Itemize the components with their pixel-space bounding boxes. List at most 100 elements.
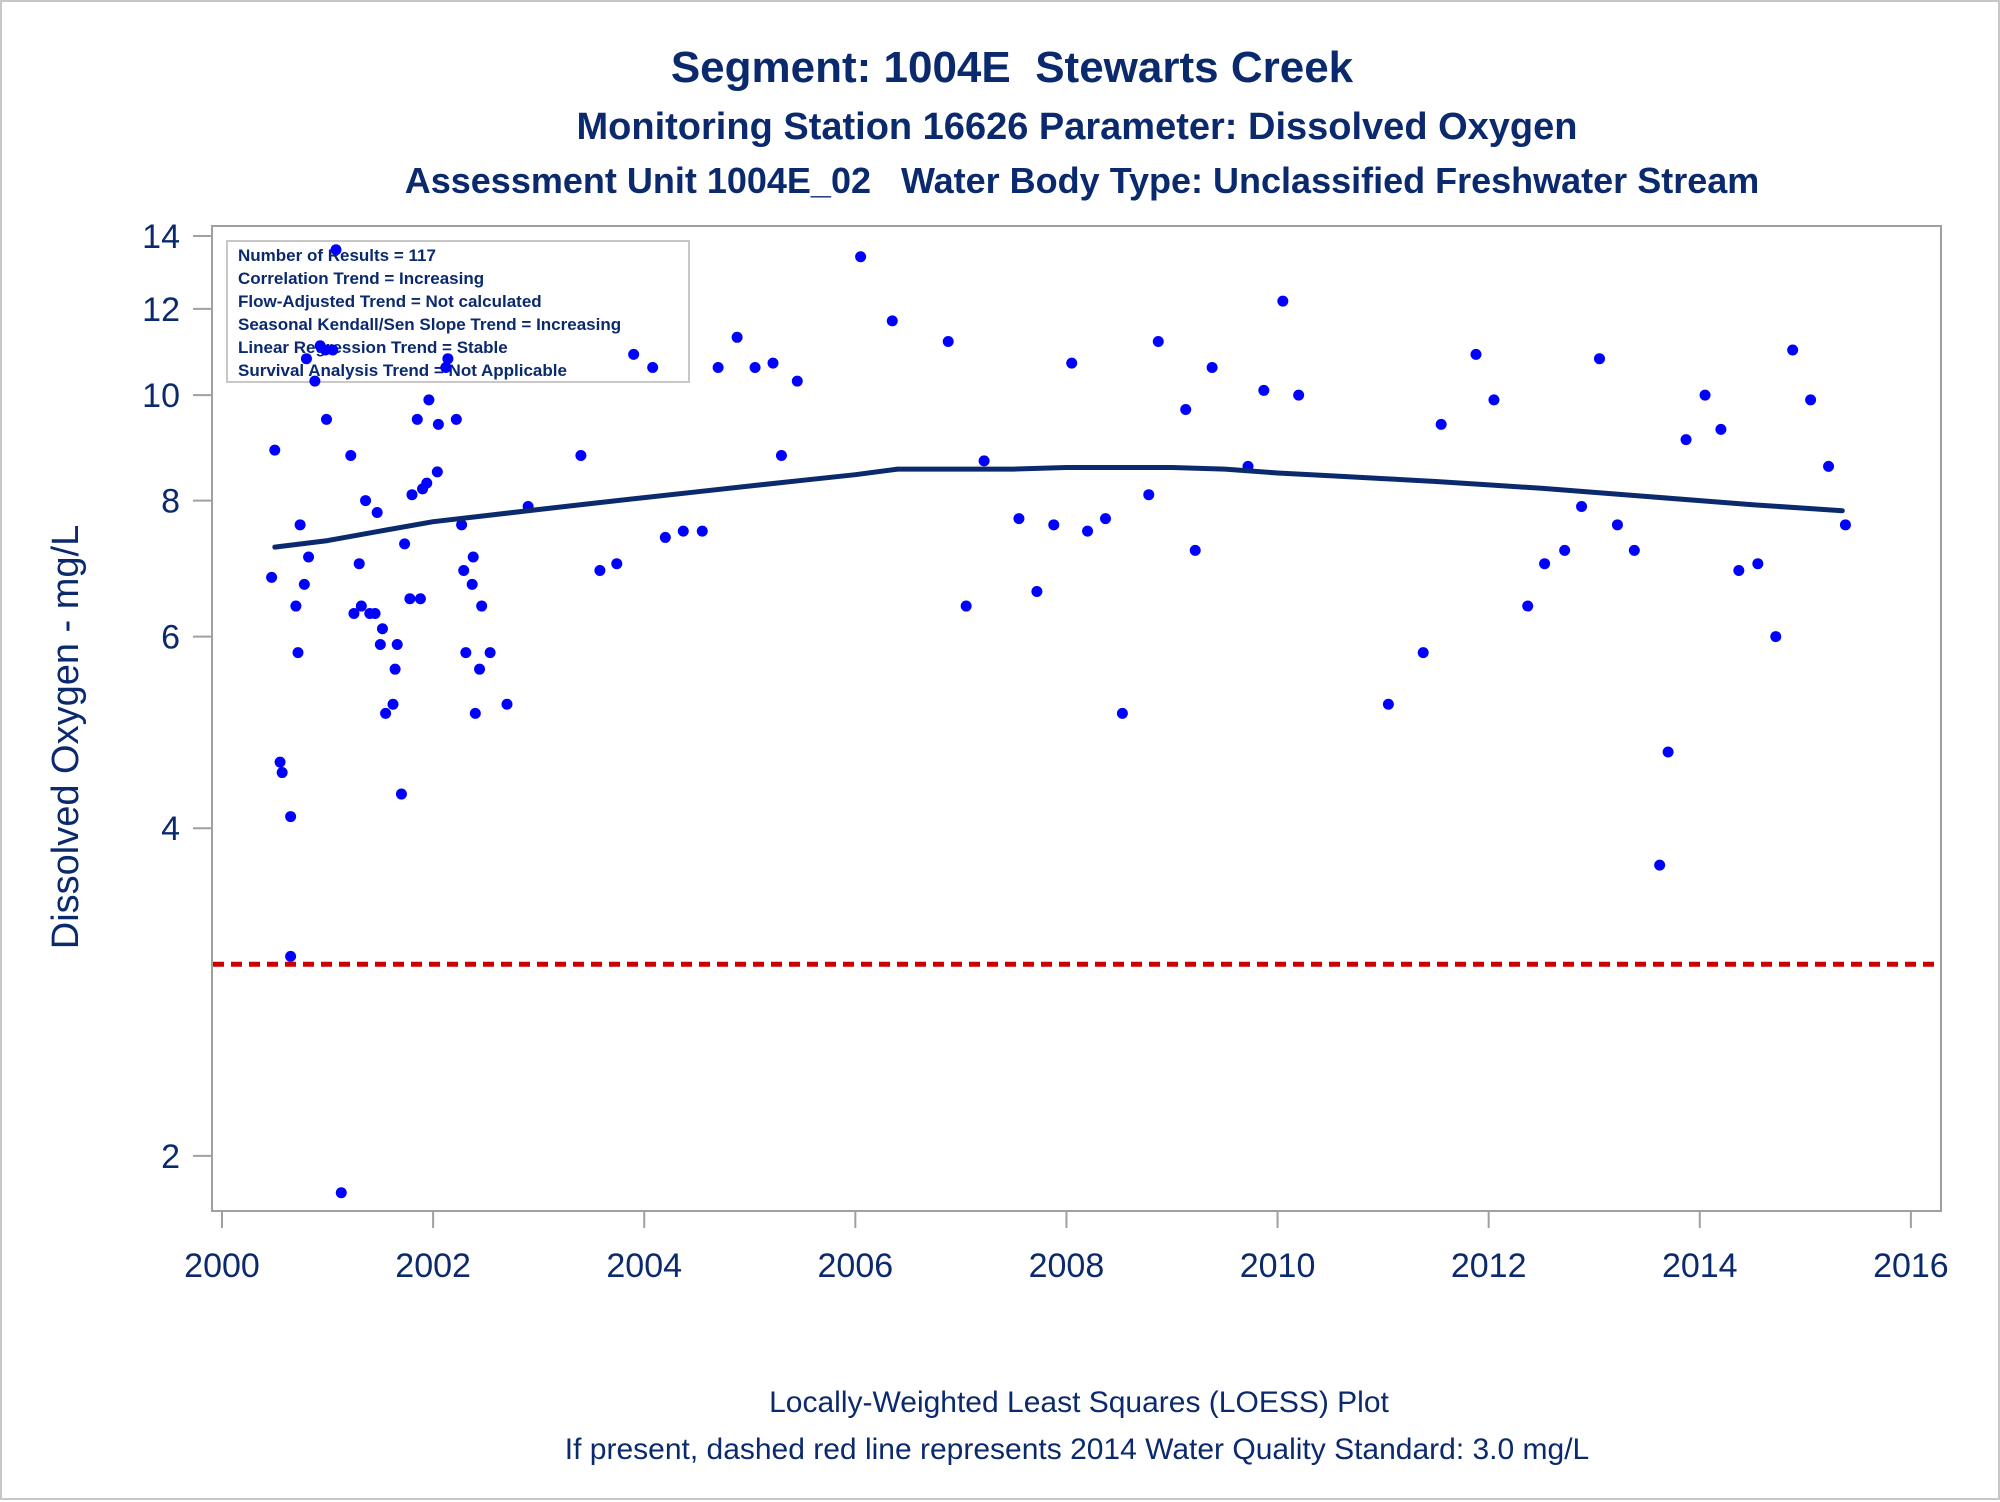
data-point	[450, 413, 462, 425]
data-point	[594, 564, 606, 576]
data-point	[1654, 859, 1666, 871]
data-point	[460, 647, 472, 659]
data-point	[1435, 418, 1447, 430]
stats-line: Seasonal Kendall/Sen Slope Trend = Incre…	[238, 315, 621, 334]
y-axis-label: Dissolved Oxygen - mg/L	[45, 525, 87, 950]
data-point	[353, 558, 365, 570]
data-point	[659, 531, 671, 543]
data-point	[309, 375, 321, 387]
data-point	[775, 450, 787, 462]
data-point	[1733, 564, 1745, 576]
y-axis: 2 4 6 8 10 12 14	[142, 218, 212, 1176]
footer-standard-note: If present, dashed red line represents 2…	[565, 1433, 1589, 1466]
y-tick-label: 2	[161, 1138, 180, 1176]
data-point	[269, 444, 281, 456]
data-point	[321, 413, 332, 425]
data-point	[628, 348, 640, 360]
data-point	[611, 558, 623, 570]
data-point	[1152, 336, 1164, 348]
data-point	[374, 639, 386, 651]
data-point	[1116, 707, 1128, 719]
x-tick-label: 2006	[818, 1247, 894, 1285]
data-point	[677, 525, 689, 537]
data-point	[1770, 631, 1782, 643]
data-point	[387, 698, 399, 710]
data-point	[1258, 384, 1270, 396]
footer-loess-note: Locally-Weighted Least Squares (LOESS) P…	[769, 1386, 1389, 1419]
data-point	[1382, 698, 1394, 710]
data-point	[886, 315, 898, 327]
x-tick-label: 2002	[395, 1247, 471, 1285]
data-point	[1293, 389, 1305, 401]
data-point	[1715, 423, 1727, 435]
data-point	[575, 450, 587, 462]
data-point	[1576, 501, 1588, 513]
data-point	[285, 950, 297, 962]
y-tick-label: 4	[161, 810, 180, 848]
data-point	[406, 489, 418, 501]
data-point	[1082, 525, 1094, 537]
data-point	[1699, 389, 1711, 401]
data-point	[1805, 394, 1817, 406]
data-point	[1559, 544, 1571, 556]
data-point	[411, 413, 423, 425]
y-tick-label: 12	[142, 291, 180, 329]
data-point	[442, 353, 454, 365]
data-point	[432, 418, 444, 430]
data-point	[960, 600, 972, 612]
data-point	[327, 344, 339, 356]
data-point	[1189, 544, 1201, 556]
data-point	[712, 362, 724, 374]
data-point	[414, 593, 426, 605]
data-point	[1680, 434, 1692, 446]
data-point	[274, 756, 286, 768]
y-tick-label: 6	[161, 619, 180, 657]
data-point	[1522, 600, 1534, 612]
data-point	[1787, 344, 1799, 356]
data-point	[290, 600, 302, 612]
stats-line: Correlation Trend = Increasing	[238, 269, 484, 288]
data-point	[421, 477, 433, 489]
data-point	[791, 375, 803, 387]
data-point	[1488, 394, 1500, 406]
stats-line: Number of Results = 117	[238, 246, 436, 265]
y-tick-label: 14	[142, 218, 180, 256]
data-point	[942, 336, 954, 348]
stats-line: Flow-Adjusted Trend = Not calculated	[238, 292, 542, 311]
data-point	[330, 244, 342, 256]
data-point	[484, 647, 496, 659]
plot-area	[211, 225, 1942, 1212]
x-tick-label: 2004	[606, 1247, 682, 1285]
data-point	[1048, 519, 1060, 531]
data-point	[369, 608, 381, 620]
data-point	[348, 608, 360, 620]
stats-line: Linear Regression Trend = Stable	[238, 338, 508, 357]
chart-subtitle-assessment: Assessment Unit 1004E_02 Water Body Type…	[405, 160, 1760, 201]
data-point	[1611, 519, 1623, 531]
y-tick-label: 10	[142, 377, 180, 415]
y-tick-label: 8	[161, 483, 180, 521]
data-point	[355, 600, 367, 612]
data-point	[467, 551, 479, 563]
chart-title: Segment: 1004E Stewarts Creek	[671, 43, 1354, 92]
data-point	[371, 507, 383, 519]
data-point	[1823, 460, 1835, 472]
data-point	[1206, 362, 1218, 374]
data-point	[469, 707, 481, 719]
data-point	[476, 600, 488, 612]
x-tick-label: 2016	[1873, 1247, 1949, 1285]
data-point	[696, 525, 708, 537]
data-point	[376, 623, 388, 635]
x-tick-label: 2012	[1451, 1247, 1527, 1285]
data-point	[276, 767, 288, 779]
data-point	[978, 455, 990, 467]
x-tick-label: 2000	[184, 1247, 260, 1285]
data-point	[466, 578, 478, 590]
data-point	[456, 519, 468, 531]
stats-box: Number of Results = 117 Correlation Tren…	[226, 240, 690, 383]
data-point	[389, 663, 401, 675]
data-point	[1417, 647, 1429, 659]
data-point	[380, 707, 392, 719]
data-point	[458, 564, 470, 576]
